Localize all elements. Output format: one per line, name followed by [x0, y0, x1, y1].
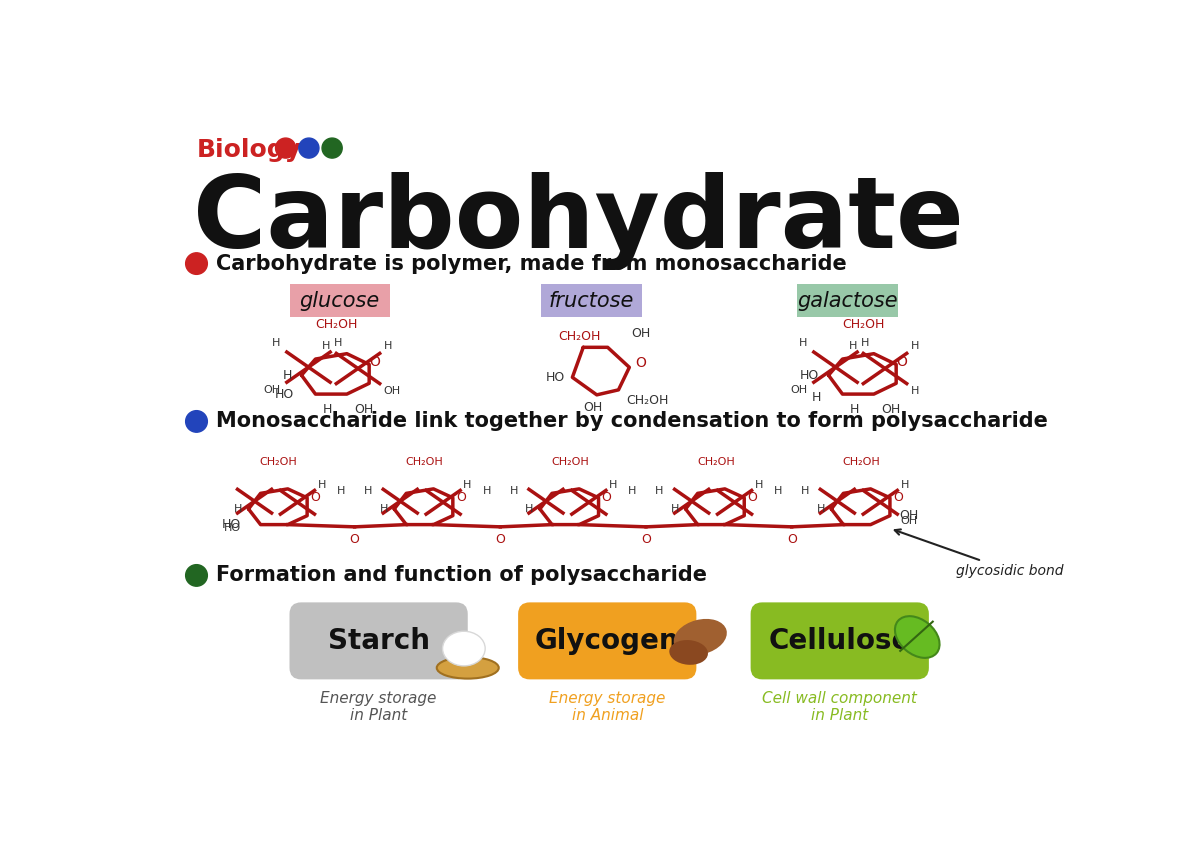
- Text: Energy storage
in Animal: Energy storage in Animal: [550, 691, 666, 723]
- Text: H: H: [911, 341, 919, 351]
- Text: galactose: galactose: [797, 290, 898, 311]
- Text: H: H: [817, 504, 826, 514]
- Text: H: H: [234, 504, 242, 514]
- Text: H: H: [774, 486, 782, 496]
- Text: H: H: [322, 341, 330, 351]
- Circle shape: [299, 138, 319, 158]
- Circle shape: [186, 253, 208, 274]
- Text: H: H: [318, 481, 326, 491]
- Text: glycosidic bond: glycosidic bond: [895, 530, 1063, 577]
- Ellipse shape: [895, 616, 940, 658]
- Text: H: H: [510, 486, 518, 496]
- Text: H: H: [671, 504, 679, 514]
- Text: H: H: [862, 338, 870, 348]
- Text: H: H: [799, 338, 808, 348]
- Circle shape: [276, 138, 295, 158]
- Text: Carbohydrate is polymer, made from monosaccharide: Carbohydrate is polymer, made from monos…: [216, 254, 847, 273]
- Text: H: H: [384, 341, 392, 351]
- Ellipse shape: [670, 640, 708, 665]
- Text: O: O: [748, 492, 757, 504]
- Text: O: O: [496, 533, 505, 546]
- Circle shape: [322, 138, 342, 158]
- Text: OH: OH: [384, 386, 401, 396]
- Text: H: H: [900, 481, 908, 491]
- Text: Biology: Biology: [197, 138, 301, 161]
- Text: CH₂OH: CH₂OH: [842, 457, 881, 467]
- Text: H: H: [323, 403, 331, 416]
- Text: OH: OH: [882, 403, 901, 416]
- FancyBboxPatch shape: [751, 603, 929, 679]
- Text: H: H: [379, 504, 388, 514]
- FancyBboxPatch shape: [518, 603, 696, 679]
- Text: CH₂OH: CH₂OH: [626, 394, 668, 407]
- Text: H: H: [610, 481, 617, 491]
- Text: HO: HO: [800, 368, 820, 382]
- Text: CH₂OH: CH₂OH: [842, 318, 884, 331]
- Text: glucose: glucose: [300, 290, 380, 311]
- Text: O: O: [456, 492, 466, 504]
- Text: Cell wall component
in Plant: Cell wall component in Plant: [762, 691, 917, 723]
- Text: O: O: [787, 533, 797, 546]
- Text: H: H: [655, 486, 664, 496]
- Text: OH: OH: [631, 327, 650, 340]
- Text: Carbohydrate: Carbohydrate: [193, 172, 964, 270]
- FancyBboxPatch shape: [797, 284, 898, 317]
- Text: O: O: [636, 357, 647, 370]
- Text: O: O: [311, 492, 320, 504]
- Text: OH: OH: [355, 403, 374, 416]
- Text: OH: OH: [264, 385, 281, 395]
- Ellipse shape: [673, 619, 727, 655]
- Text: HO: HO: [222, 518, 241, 531]
- Text: H: H: [850, 403, 859, 416]
- Text: H: H: [482, 486, 491, 496]
- Text: H: H: [283, 368, 293, 382]
- Text: OH: OH: [899, 509, 918, 522]
- Text: O: O: [893, 492, 902, 504]
- Circle shape: [186, 411, 208, 432]
- Text: Cellulose: Cellulose: [768, 627, 911, 655]
- Text: Glycogen: Glycogen: [535, 627, 679, 655]
- Text: H: H: [911, 386, 919, 396]
- Text: CH₂OH: CH₂OH: [260, 457, 298, 467]
- Text: OH: OH: [583, 401, 602, 414]
- Text: O: O: [370, 355, 380, 368]
- Text: CH₂OH: CH₂OH: [697, 457, 734, 467]
- Text: H: H: [334, 338, 342, 348]
- Text: CH₂OH: CH₂OH: [551, 457, 589, 467]
- Circle shape: [186, 565, 208, 586]
- Text: O: O: [641, 533, 650, 546]
- Text: CH₂OH: CH₂OH: [558, 330, 600, 344]
- Text: OH: OH: [900, 516, 918, 526]
- Text: Energy storage
in Plant: Energy storage in Plant: [320, 691, 437, 723]
- Text: HO: HO: [275, 388, 294, 401]
- Text: H: H: [364, 486, 372, 496]
- Text: Starch: Starch: [328, 627, 430, 655]
- Text: fructose: fructose: [550, 290, 635, 311]
- Text: H: H: [463, 481, 472, 491]
- Text: H: H: [629, 486, 637, 496]
- FancyBboxPatch shape: [289, 284, 390, 317]
- FancyBboxPatch shape: [541, 284, 642, 317]
- FancyBboxPatch shape: [289, 603, 468, 679]
- Ellipse shape: [437, 657, 499, 678]
- Text: CH₂OH: CH₂OH: [406, 457, 443, 467]
- Text: Monosaccharide link together by condensation to form polysaccharide: Monosaccharide link together by condensa…: [216, 412, 1048, 431]
- Text: H: H: [802, 486, 809, 496]
- Text: H: H: [811, 391, 821, 404]
- Text: H: H: [848, 341, 857, 351]
- Text: H: H: [526, 504, 534, 514]
- Text: OH: OH: [791, 385, 808, 395]
- Text: HO: HO: [223, 524, 241, 533]
- Text: Formation and function of polysaccharide: Formation and function of polysaccharide: [216, 565, 707, 586]
- Text: H: H: [272, 338, 281, 348]
- Text: HO: HO: [545, 371, 565, 384]
- Text: H: H: [755, 481, 763, 491]
- Text: CH₂OH: CH₂OH: [316, 318, 358, 331]
- Text: O: O: [349, 533, 360, 546]
- Text: H: H: [337, 486, 346, 496]
- Text: O: O: [601, 492, 612, 504]
- Ellipse shape: [443, 632, 485, 666]
- Text: O: O: [896, 355, 907, 368]
